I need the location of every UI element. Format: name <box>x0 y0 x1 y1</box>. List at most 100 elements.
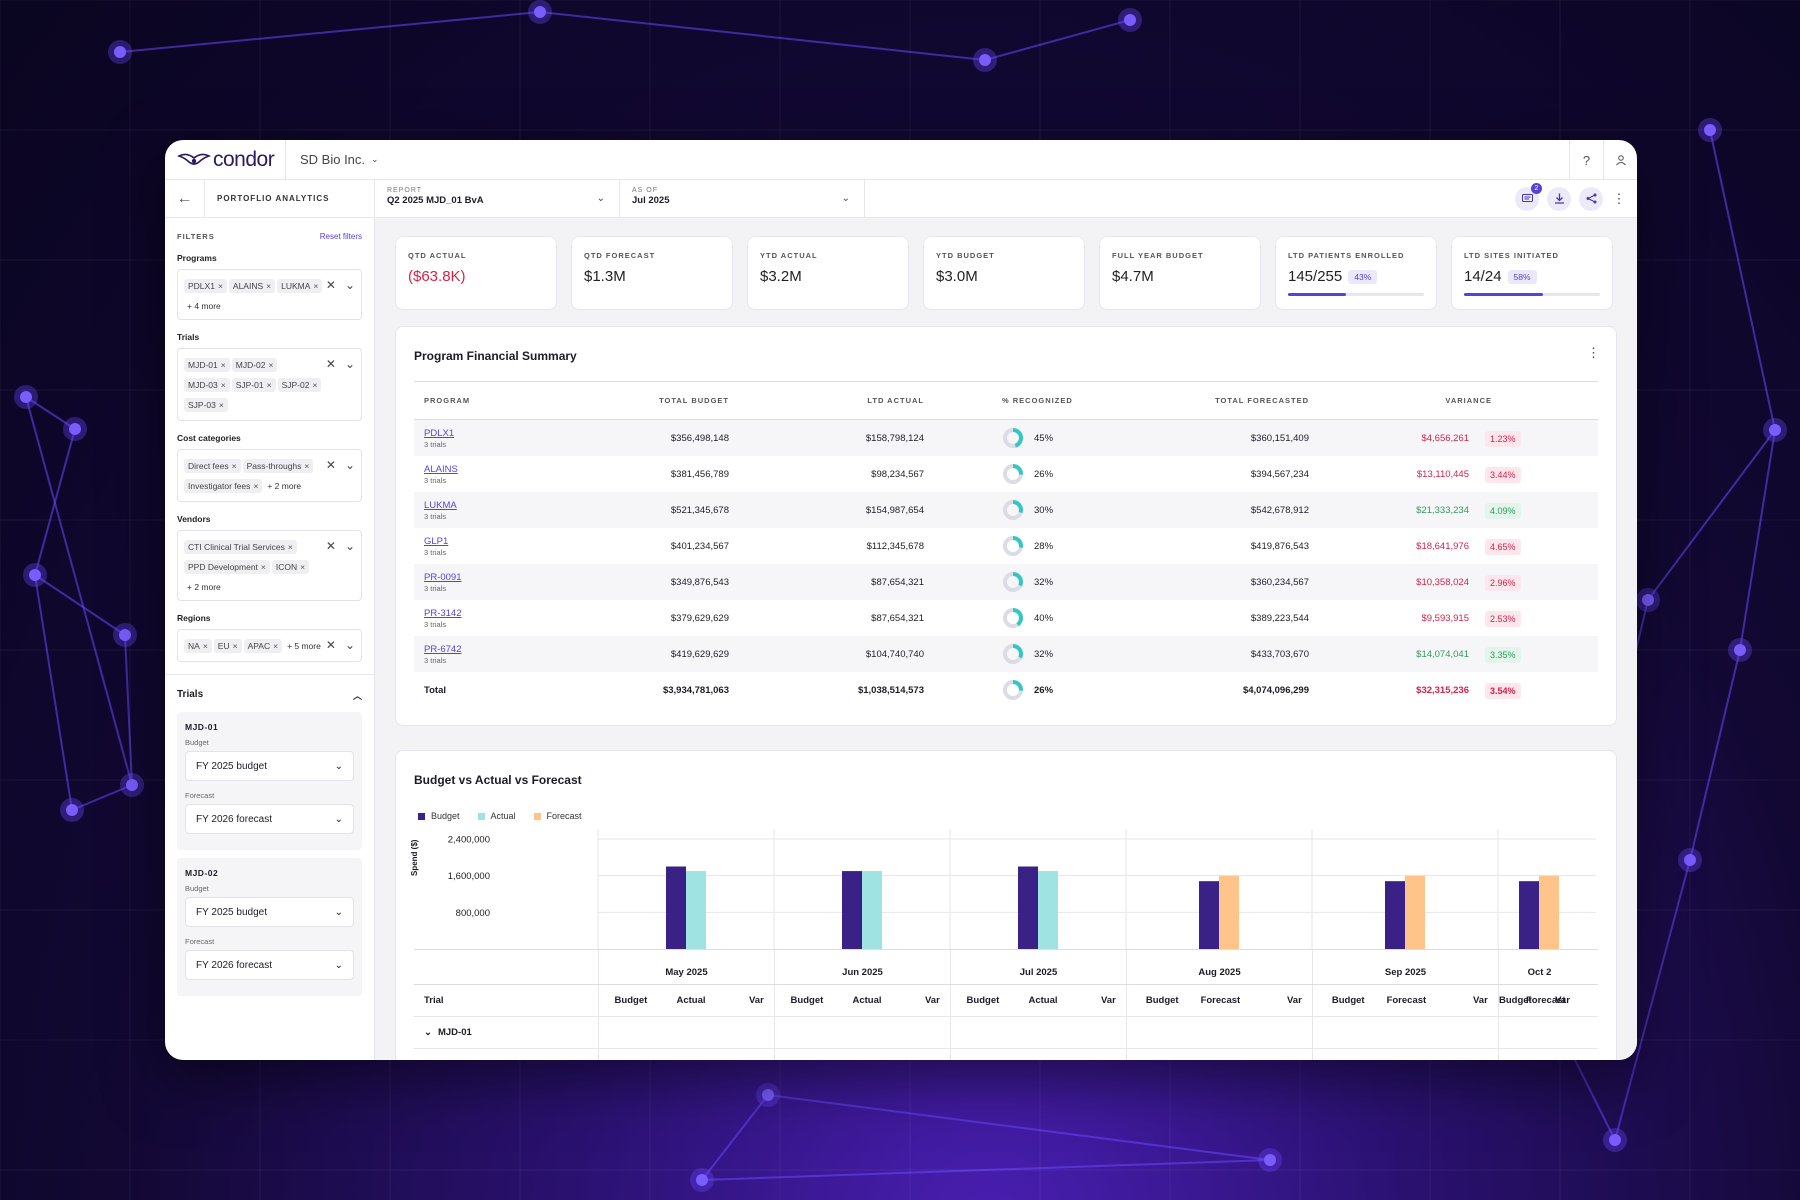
forecast-select[interactable]: FY 2026 forecast ⌄ <box>185 804 354 834</box>
bar-budget[interactable] <box>1385 881 1405 949</box>
reset-filters-link[interactable]: Reset filters <box>319 232 362 241</box>
remove-icon[interactable]: × <box>217 281 223 291</box>
bar-budget[interactable] <box>1199 881 1219 949</box>
kpi-value-text: $3.2M <box>760 268 802 285</box>
remove-icon[interactable]: × <box>273 641 279 651</box>
remove-icon[interactable]: × <box>220 380 226 390</box>
filter-chip[interactable]: Direct fees × <box>184 459 241 473</box>
remove-icon[interactable]: × <box>312 380 318 390</box>
bar-actual[interactable] <box>862 871 882 949</box>
filter-box-vendors[interactable]: CTI Clinical Trial Services × PPD Developm… <box>177 530 362 601</box>
forecast-select[interactable]: FY 2026 forecast ⌄ <box>185 950 354 980</box>
filter-chip[interactable]: SJP-03 × <box>184 398 228 412</box>
filter-chip[interactable]: Pass-throughs × <box>242 459 314 473</box>
filter-chip[interactable]: SJP-01 × <box>231 378 276 392</box>
filter-more-link[interactable]: + 2 more <box>187 582 221 592</box>
remove-icon[interactable]: × <box>232 641 238 651</box>
clear-icon[interactable]: ✕ <box>325 638 336 652</box>
kpi-progress-bar <box>1288 293 1424 296</box>
filter-chip[interactable]: ICON × <box>271 560 310 574</box>
remove-icon[interactable]: × <box>266 380 272 390</box>
help-icon[interactable]: ? <box>1569 140 1603 180</box>
filter-chip[interactable]: SJP-02 × <box>277 378 322 392</box>
program-link[interactable]: LUKMA <box>424 499 457 511</box>
bar-forecast[interactable] <box>1539 875 1559 949</box>
filter-chip[interactable]: Investigator fees × <box>184 479 263 493</box>
brand-logo[interactable]: condor <box>165 148 285 172</box>
user-icon[interactable] <box>1603 140 1637 180</box>
filter-chip[interactable]: APAC × <box>243 639 283 653</box>
bar-budget[interactable] <box>1519 881 1539 949</box>
budget-label: Budget <box>185 884 209 893</box>
bar-forecast[interactable] <box>1219 875 1239 949</box>
y-tick-label: 2,400,000 <box>448 835 490 846</box>
filter-box-trials[interactable]: MJD-01 × MJD-02 ×MJD-03 × SJP-01 × SJP-02 × SJP-0… <box>177 348 362 421</box>
program-cell: ALAINS 3 trials <box>414 464 584 485</box>
bar-budget[interactable] <box>1018 866 1038 950</box>
report-select[interactable]: REPORT Q2 2025 MJD_01 BvA ⌄ <box>375 180 620 217</box>
filter-box-programs[interactable]: PDLX1 × ALAINS × LUKMA × + 4 more ✕ ⌄ <box>177 269 362 320</box>
more-options-icon[interactable]: ⋮ <box>1587 345 1600 360</box>
trials-section-header[interactable]: Trials ︿ <box>177 689 362 702</box>
program-link[interactable]: PR-3142 <box>424 607 462 619</box>
filter-chip[interactable]: MJD-02 × <box>231 358 278 372</box>
bar-forecast[interactable] <box>1405 875 1425 949</box>
filter-chip[interactable]: MJD-03 × <box>184 378 230 392</box>
filter-more-link[interactable]: + 2 more <box>267 481 302 491</box>
remove-icon[interactable]: × <box>300 562 306 572</box>
program-link[interactable]: GLP1 <box>424 535 449 547</box>
remove-icon[interactable]: × <box>268 360 274 370</box>
filter-chip[interactable]: PPD Development × <box>184 560 270 574</box>
download-button[interactable] <box>1547 186 1571 211</box>
as-of-select[interactable]: AS OF Jul 2025 ⌄ <box>620 180 865 217</box>
chevron-down-icon[interactable]: ⌄ <box>344 638 355 652</box>
clear-icon[interactable]: ✕ <box>325 357 336 371</box>
remove-icon[interactable]: × <box>260 562 266 572</box>
remove-icon[interactable]: × <box>231 461 237 471</box>
filter-chip[interactable]: NA × <box>184 639 212 653</box>
back-arrow-icon[interactable]: ← <box>165 180 205 218</box>
clear-icon[interactable]: ✕ <box>325 539 336 553</box>
filter-more-link[interactable]: + 5 more <box>287 641 321 651</box>
chevron-down-icon[interactable]: ⌄ <box>344 357 355 371</box>
comments-button[interactable]: 2 <box>1515 182 1542 211</box>
program-link[interactable]: PDLX1 <box>424 427 455 439</box>
clear-icon[interactable]: ✕ <box>325 278 336 292</box>
program-link[interactable]: ALAINS <box>424 463 458 475</box>
filter-chip[interactable]: MJD-01 × <box>184 358 230 372</box>
chevron-down-icon[interactable]: ⌄ <box>424 1027 432 1038</box>
chevron-down-icon[interactable]: ⌄ <box>344 539 355 553</box>
share-button[interactable] <box>1579 186 1603 211</box>
bar-budget[interactable] <box>842 871 862 949</box>
program-link[interactable]: PR-6742 <box>424 643 462 655</box>
bar-actual[interactable] <box>686 871 706 949</box>
budget-select[interactable]: FY 2025 budget ⌄ <box>185 897 354 927</box>
filter-chip[interactable]: LUKMA × <box>277 279 323 293</box>
filter-box-cost-categories[interactable]: Direct fees × Pass-throughs × Investigator f… <box>177 449 362 502</box>
chevron-down-icon[interactable]: ⌄ <box>344 458 355 472</box>
more-options-icon[interactable]: ⋮ <box>1612 190 1626 206</box>
remove-icon[interactable]: × <box>287 542 293 552</box>
program-link[interactable]: PR-0091 <box>424 571 462 583</box>
filter-box-regions[interactable]: NA × EU × APAC × + 5 more ✕ ⌄ <box>177 629 362 662</box>
filter-chip[interactable]: PDLX1 × <box>184 279 227 293</box>
bar-budget[interactable] <box>666 866 686 950</box>
filter-more-link[interactable]: + 4 more <box>187 301 221 311</box>
filter-chip[interactable]: CTI Clinical Trial Services × <box>184 540 297 554</box>
org-switcher[interactable]: SD Bio Inc. ⌄ <box>285 140 379 180</box>
filter-chip[interactable]: EU × <box>213 639 242 653</box>
filter-chip[interactable]: ALAINS × <box>228 279 276 293</box>
budget-select[interactable]: FY 2025 budget ⌄ <box>185 751 354 781</box>
budget-label: Budget <box>185 738 209 747</box>
bar-actual[interactable] <box>1038 871 1058 949</box>
chevron-down-icon[interactable]: ⌄ <box>344 278 355 292</box>
grid-group-row[interactable]: ⌄ MJD-01 <box>414 1016 1598 1049</box>
remove-icon[interactable]: × <box>218 400 224 410</box>
remove-icon[interactable]: × <box>202 641 208 651</box>
remove-icon[interactable]: × <box>220 360 226 370</box>
remove-icon[interactable]: × <box>313 281 319 291</box>
remove-icon[interactable]: × <box>304 461 310 471</box>
clear-icon[interactable]: ✕ <box>325 458 336 472</box>
remove-icon[interactable]: × <box>266 281 272 291</box>
remove-icon[interactable]: × <box>253 481 259 491</box>
